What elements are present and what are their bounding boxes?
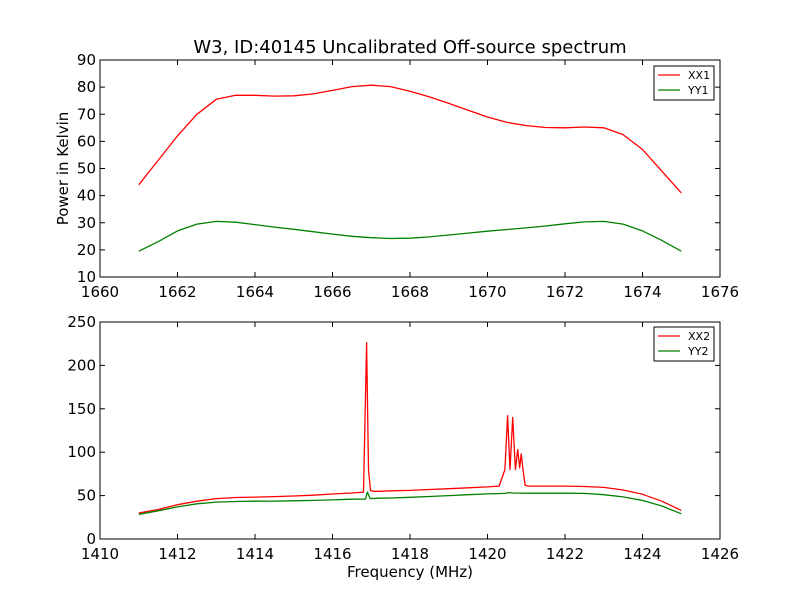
y-axis-label: Power in Kelvin [54, 112, 72, 226]
top-plot: 1660 1662 1664 1666 1668 1670 1672 1674 1676 10 20… [54, 51, 739, 301]
legend-label-xx1: XX1 [688, 69, 710, 82]
x-tick-label: 1420 [468, 545, 506, 563]
x-tick-label: 1414 [236, 545, 274, 563]
y-tick-label: 90 [77, 51, 96, 69]
x-tick-label: 1424 [623, 545, 661, 563]
legend-label-yy2: YY2 [687, 345, 708, 358]
bottom-plot: 1410 1412 1414 1416 1418 1420 1422 1424 1426 0 50 1… [67, 313, 739, 581]
x-tick-label: 1418 [391, 545, 429, 563]
legend-box [653, 65, 715, 101]
x-tick-label: 1666 [313, 283, 351, 301]
x-tick-label: 1660 [81, 283, 119, 301]
y-tick-label: 80 [77, 78, 96, 96]
x-tick-label: 1416 [313, 545, 351, 563]
x-tick-label: 1664 [236, 283, 274, 301]
y-tick-label: 100 [67, 443, 96, 461]
series-line-yy2 [138, 491, 682, 515]
x-tick-label: 1410 [81, 545, 119, 563]
y-tick-label: 10 [77, 268, 96, 286]
y-tick-label: 40 [77, 187, 96, 205]
y-tick-label: 30 [77, 214, 96, 232]
x-axis-label: Frequency (MHz) [347, 563, 473, 581]
x-tick-label: 1668 [391, 283, 429, 301]
x-tick-label: 1676 [701, 283, 739, 301]
legend-label-xx2: XX2 [688, 330, 710, 343]
series-line-yy1 [138, 220, 682, 252]
y-tick-label: 60 [77, 132, 96, 150]
y-tick-label: 50 [77, 487, 96, 505]
x-tick-label: 1672 [546, 283, 584, 301]
y-tick-label: 50 [77, 160, 96, 178]
x-tick-label: 1426 [701, 545, 739, 563]
figure-title: W3, ID:40145 Uncalibrated Off-source spe… [193, 37, 626, 58]
y-tick-label: 0 [86, 530, 96, 548]
x-tick-label: 1674 [623, 283, 661, 301]
x-tick-label: 1662 [158, 283, 196, 301]
y-tick-label: 20 [77, 241, 96, 259]
y-tick-label: 150 [67, 400, 96, 418]
y-tick-label: 70 [77, 105, 96, 123]
legend-label-yy1: YY1 [687, 84, 708, 97]
legend-box [653, 326, 715, 362]
series-line-xx2 [138, 342, 682, 514]
y-tick-label: 250 [67, 313, 96, 331]
y-tick-label: 200 [67, 356, 96, 374]
x-tick-label: 1670 [468, 283, 506, 301]
x-tick-label: 1412 [158, 545, 196, 563]
x-tick-label: 1422 [546, 545, 584, 563]
series-line-xx1 [138, 84, 682, 194]
